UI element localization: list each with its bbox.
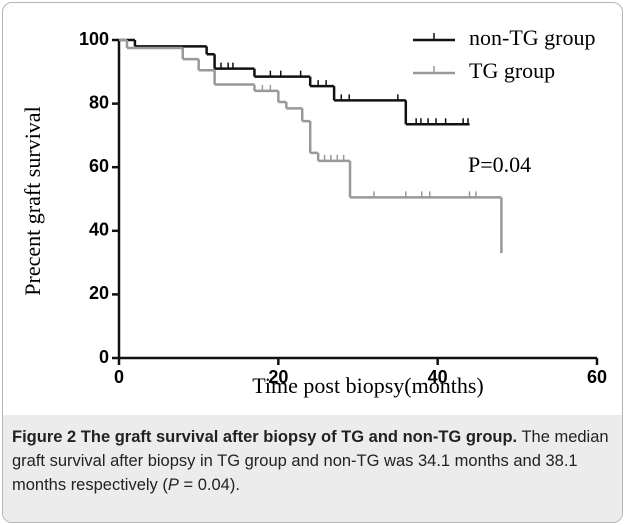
x-tick-label: 60 — [587, 367, 607, 387]
y-tick-label: 0 — [99, 347, 109, 367]
caption-italic: P — [167, 476, 179, 494]
legend-label: TG group — [469, 58, 555, 83]
caption-title: The graft survival after biopsy of TG an… — [80, 428, 518, 446]
y-tick-label: 60 — [89, 156, 109, 176]
x-tick-label: 0 — [114, 367, 124, 387]
caption: Figure 2 The graft survival after biopsy… — [3, 415, 622, 522]
legend-label: non-TG group — [469, 25, 595, 50]
x-axis-title: Time post biopsy(months) — [252, 373, 483, 398]
caption-text: = 0.04). — [178, 476, 240, 494]
y-tick-label: 40 — [89, 220, 109, 240]
x-tick-label: 20 — [268, 367, 288, 387]
y-axis-title: Precent graft survival — [20, 106, 45, 295]
annotation: P=0.04 — [468, 152, 531, 177]
chart: Time post biopsy(months) Precent graft s… — [20, 25, 607, 398]
caption-label: Figure 2 — [12, 428, 77, 446]
y-tick-label: 20 — [89, 283, 109, 303]
y-tick-label: 100 — [79, 29, 109, 49]
y-tick-label: 80 — [89, 92, 109, 112]
caption-text: The median graft survival after biopsy i… — [12, 428, 609, 494]
x-tick-label: 40 — [428, 367, 448, 387]
